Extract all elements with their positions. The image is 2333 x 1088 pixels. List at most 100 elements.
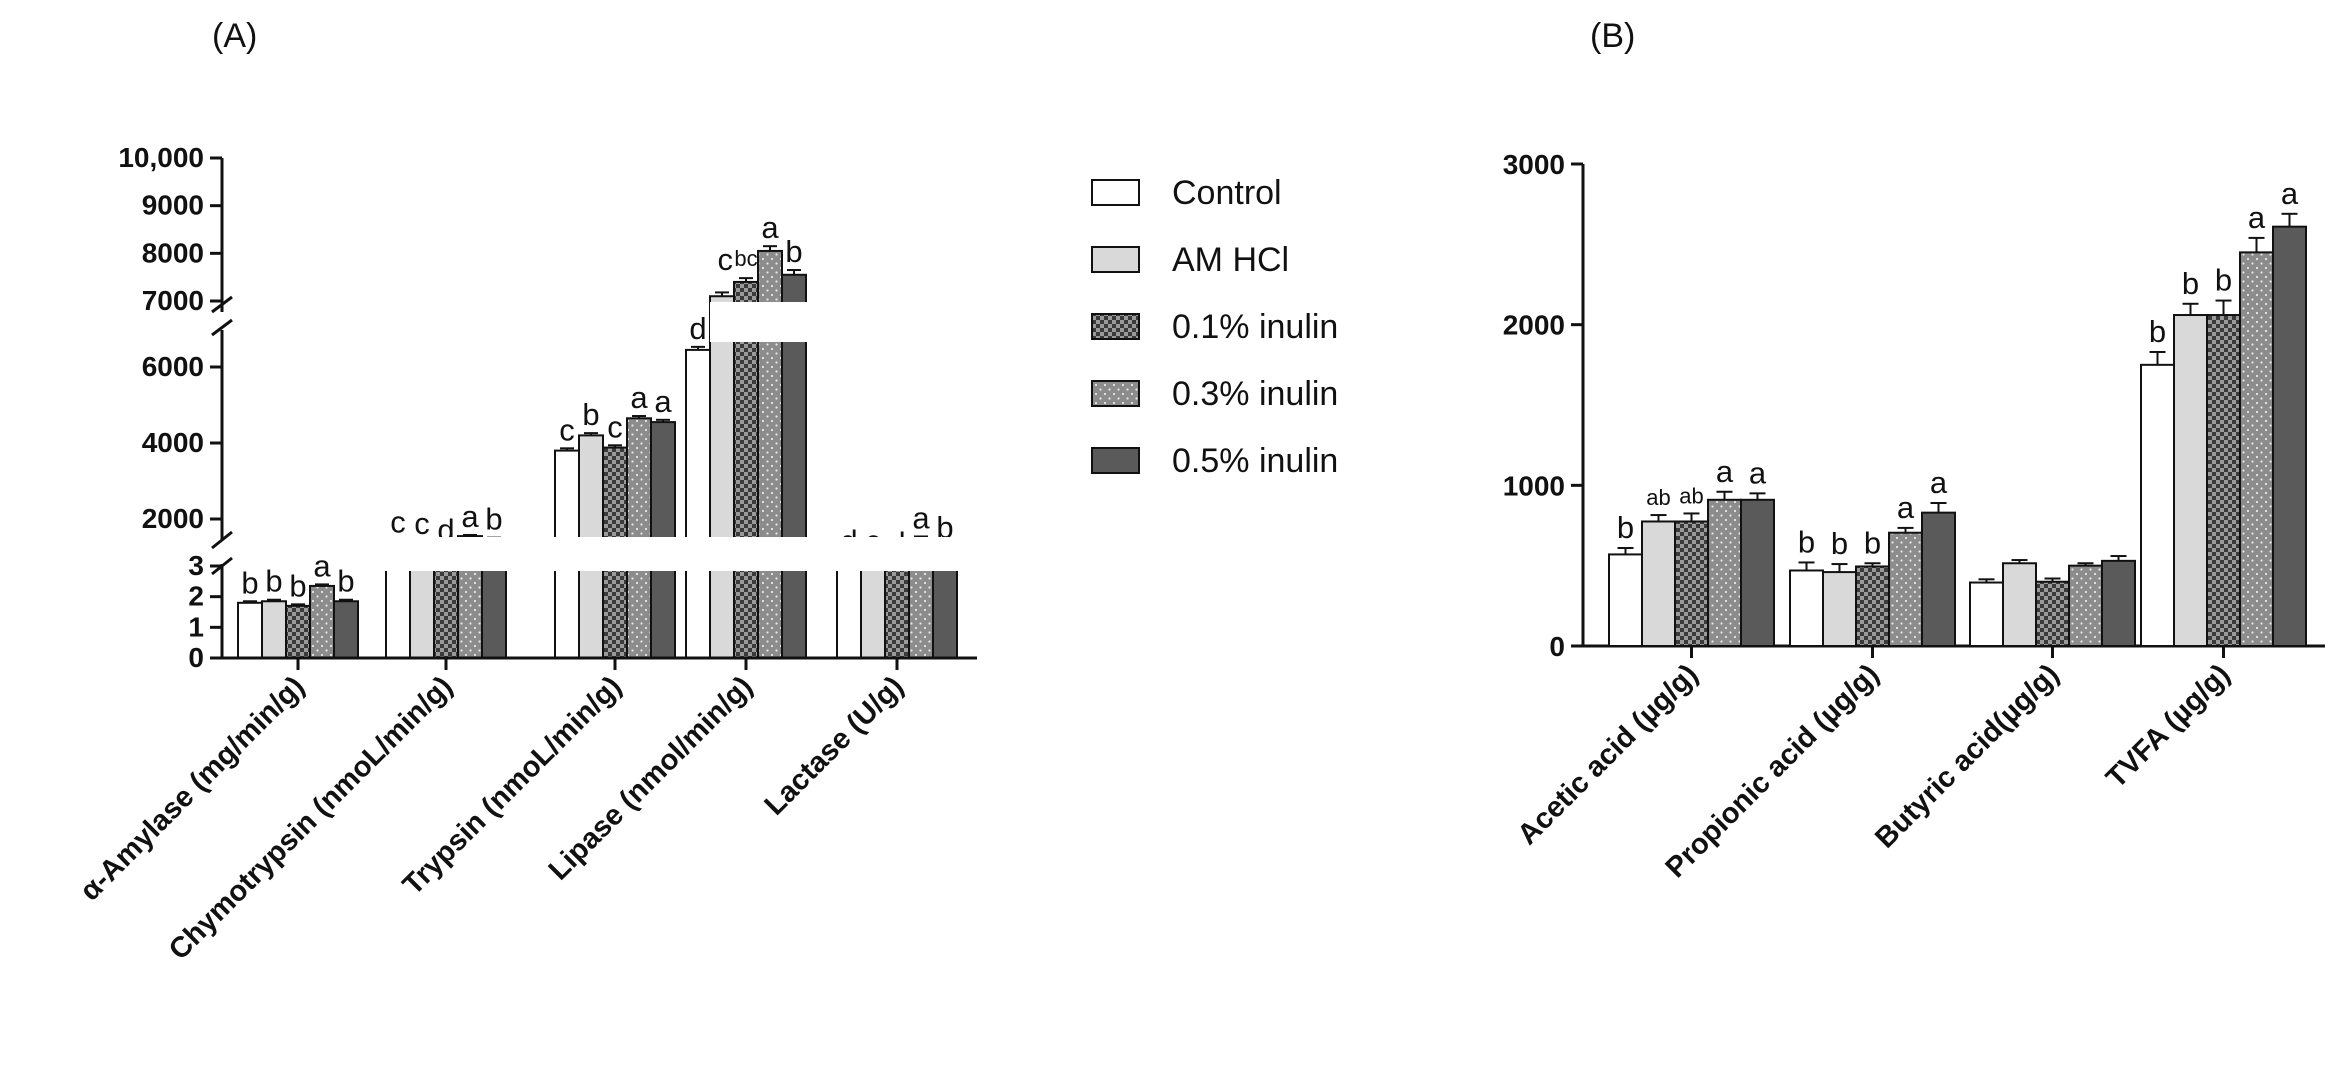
significance-letter: a xyxy=(1897,490,1915,525)
y-tick-label: 3 xyxy=(188,550,204,581)
category-label: Propionic acid (µg/g) xyxy=(1660,658,1886,884)
y-tick-label: 3000 xyxy=(1503,149,1565,180)
bar xyxy=(1608,553,1643,647)
significance-letter: ab xyxy=(1646,485,1670,510)
bar xyxy=(2272,225,2307,647)
significance-letter: a xyxy=(761,210,779,245)
category-label: TVFA (µg/g) xyxy=(2100,658,2236,794)
significance-letter: b xyxy=(241,565,258,600)
bar xyxy=(2206,314,2241,647)
bar xyxy=(685,348,711,659)
bar xyxy=(1855,565,1890,647)
bar xyxy=(285,604,311,659)
significance-letter: b xyxy=(1831,526,1848,561)
significance-letter: bc xyxy=(734,246,757,271)
y-tick-label: 2000 xyxy=(142,503,204,534)
bar xyxy=(1822,571,1857,647)
y-tick-label: 2000 xyxy=(1503,310,1565,341)
significance-letter: b xyxy=(2215,263,2232,298)
panel-b-label: (B) xyxy=(1590,17,1635,55)
significance-letter: b xyxy=(936,510,953,545)
bar xyxy=(860,559,886,659)
y-tick-label: 7000 xyxy=(142,285,204,316)
category-label: Lactase (U/g) xyxy=(759,670,910,821)
category-label: Butyric acid(µg/g) xyxy=(1869,658,2065,854)
legend-label: 0.1% inulin xyxy=(1172,308,1338,346)
bar xyxy=(2140,363,2175,647)
significance-letter: a xyxy=(912,500,930,535)
bar xyxy=(309,584,335,660)
significance-letter: b xyxy=(785,234,802,269)
y-tick-label: 0 xyxy=(1549,631,1565,662)
significance-letter: b xyxy=(1617,510,1634,545)
significance-letter: c xyxy=(390,505,406,540)
significance-letter: b xyxy=(1798,524,1815,559)
bar xyxy=(1969,581,2004,648)
significance-letter: b xyxy=(337,564,354,599)
significance-letter: b xyxy=(2182,266,2199,301)
significance-letter: a xyxy=(461,499,479,534)
significance-letter: a xyxy=(630,380,648,415)
bar xyxy=(1641,520,1676,648)
significance-letter: c xyxy=(559,412,575,447)
y-tick-label: 8000 xyxy=(142,237,204,268)
y-tick-label: 0 xyxy=(188,642,204,673)
bar xyxy=(1921,511,1956,647)
significance-letter: a xyxy=(1749,455,1767,490)
legend-label: 0.3% inulin xyxy=(1172,375,1338,413)
y-tick-label: 4000 xyxy=(142,427,204,458)
axis-break-band xyxy=(710,302,820,342)
significance-letter: b xyxy=(2149,314,2166,349)
significance-letter: c xyxy=(718,242,734,277)
bar xyxy=(836,559,862,659)
significance-letter: b xyxy=(485,502,502,537)
legend-swatch xyxy=(1091,447,1140,474)
bar xyxy=(1888,531,1923,647)
bar xyxy=(2002,562,2037,647)
axis-break-band xyxy=(384,537,977,571)
significance-letter: a xyxy=(2281,176,2299,211)
y-tick-label: 2 xyxy=(188,581,204,612)
bar xyxy=(2068,564,2103,648)
significance-letter: b xyxy=(1864,525,1881,560)
significance-letter: a xyxy=(313,548,331,583)
significance-letter: a xyxy=(654,384,672,419)
y-tick-label: 6000 xyxy=(142,351,204,382)
significance-letter: a xyxy=(2248,200,2266,235)
category-label: Chymotrypsin (nmoL/min/g) xyxy=(163,670,459,966)
significance-letter: c xyxy=(414,506,430,541)
legend: Control AM HCl 0.1% inulin 0.3% inulin 0.5% … xyxy=(1091,174,1338,480)
category-label: Acetic acid (µg/g) xyxy=(1512,658,1705,851)
legend-label: AM HCl xyxy=(1172,241,1289,279)
bar xyxy=(1707,498,1742,647)
bar xyxy=(1740,498,1775,647)
axis-a-break-mark xyxy=(211,318,233,337)
bar xyxy=(1674,520,1709,648)
y-tick-label: 1 xyxy=(188,611,204,642)
legend-label: 0.5% inulin xyxy=(1172,442,1338,480)
significance-letter: d xyxy=(689,311,706,346)
bar xyxy=(237,601,263,659)
significance-letter: b xyxy=(289,568,306,603)
y-tick-label: 1000 xyxy=(1503,470,1565,501)
y-tick-label: 9000 xyxy=(142,190,204,221)
significance-letter: ab xyxy=(1679,483,1703,508)
significance-letter: a xyxy=(1930,465,1948,500)
bar xyxy=(709,295,735,659)
significance-letter: a xyxy=(1716,454,1734,489)
bar xyxy=(2101,559,2136,648)
bar xyxy=(2173,314,2208,647)
bar xyxy=(884,561,910,660)
legend-swatch xyxy=(1091,246,1140,273)
legend-swatch xyxy=(1091,179,1140,206)
bar xyxy=(333,600,359,659)
significance-letter: b xyxy=(582,397,599,432)
legend-swatch xyxy=(1091,380,1140,407)
axis-a-break-mark xyxy=(211,295,233,314)
bar xyxy=(2239,251,2274,647)
legend-label: Control xyxy=(1172,174,1282,212)
panel-a-label: (A) xyxy=(212,17,257,55)
